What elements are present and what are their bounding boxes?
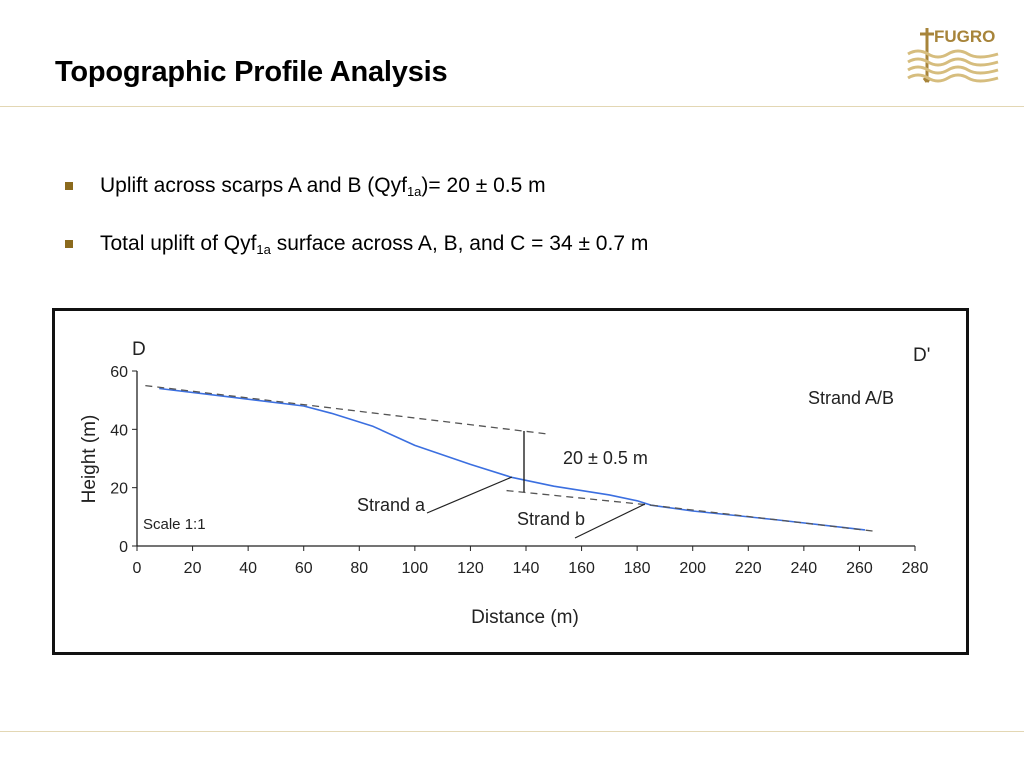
y-tick-label: 40	[110, 422, 128, 439]
strand-a-label: Strand a	[357, 495, 426, 515]
x-tick-label: 40	[239, 560, 257, 577]
strand-b-leader	[574, 503, 646, 539]
page-title: Topographic Profile Analysis	[55, 56, 448, 88]
x-axis-label: Distance (m)	[471, 607, 579, 628]
x-tick-label: 280	[902, 560, 929, 577]
scale-label: Scale 1:1	[143, 516, 206, 533]
bullet-list: Uplift across scarps A and B (Qyf1a)= 20…	[62, 172, 648, 260]
x-tick-label: 60	[295, 560, 313, 577]
x-tick-label: 160	[568, 560, 595, 577]
x-tick-label: 120	[457, 560, 484, 577]
bullet-item: Uplift across scarps A and B (Qyf1a)= 20…	[62, 172, 648, 202]
x-tick-label: 100	[402, 560, 429, 577]
footer-divider	[0, 731, 1024, 732]
fugro-logo: FUGRO	[907, 27, 999, 83]
label-d: D	[132, 339, 146, 360]
label-d-prime: D'	[913, 345, 930, 366]
strand-b-label: Strand b	[517, 509, 585, 529]
series-layer	[145, 384, 877, 533]
x-tick-label: 80	[350, 560, 368, 577]
x-tick-label: 0	[133, 560, 142, 577]
legend-label: Strand A/B	[808, 388, 894, 408]
y-tick-label: 20	[110, 481, 128, 498]
y-axis-label: Height (m)	[79, 415, 100, 504]
profile-figure: 0 20 40 60 80 100 120 140 160 180 200 220 240 260 280 0…	[52, 308, 969, 655]
x-tick-label: 260	[846, 560, 873, 577]
measure-label: 20 ± 0.5 m	[563, 448, 648, 468]
dashed-trend-line-2	[506, 489, 652, 506]
x-tick-label: 220	[735, 560, 762, 577]
y-tick-label: 60	[110, 364, 128, 381]
x-tick-label: 140	[513, 560, 540, 577]
svg-text:FUGRO: FUGRO	[934, 27, 995, 46]
header-divider	[0, 106, 1024, 107]
dashed-trend-line-1	[145, 384, 546, 435]
bullet-square-icon	[65, 182, 73, 190]
bullet-item: Total uplift of Qyf1a surface across A, …	[62, 230, 648, 260]
axis-ticks: 0 20 40 60 80 100 120 140 160 180 200 220 240 260 280 0…	[110, 364, 928, 577]
profile-line	[159, 387, 866, 531]
x-tick-label: 180	[624, 560, 651, 577]
x-tick-label: 200	[679, 560, 706, 577]
strand-a-leader	[426, 476, 513, 514]
bullet-square-icon	[65, 240, 73, 248]
profile-chart: 0 20 40 60 80 100 120 140 160 180 200 220 240 260 280 0…	[79, 339, 930, 628]
x-tick-label: 20	[184, 560, 202, 577]
y-tick-label: 0	[119, 539, 128, 556]
dashed-trend-line-3	[650, 504, 877, 533]
x-tick-label: 240	[791, 560, 818, 577]
